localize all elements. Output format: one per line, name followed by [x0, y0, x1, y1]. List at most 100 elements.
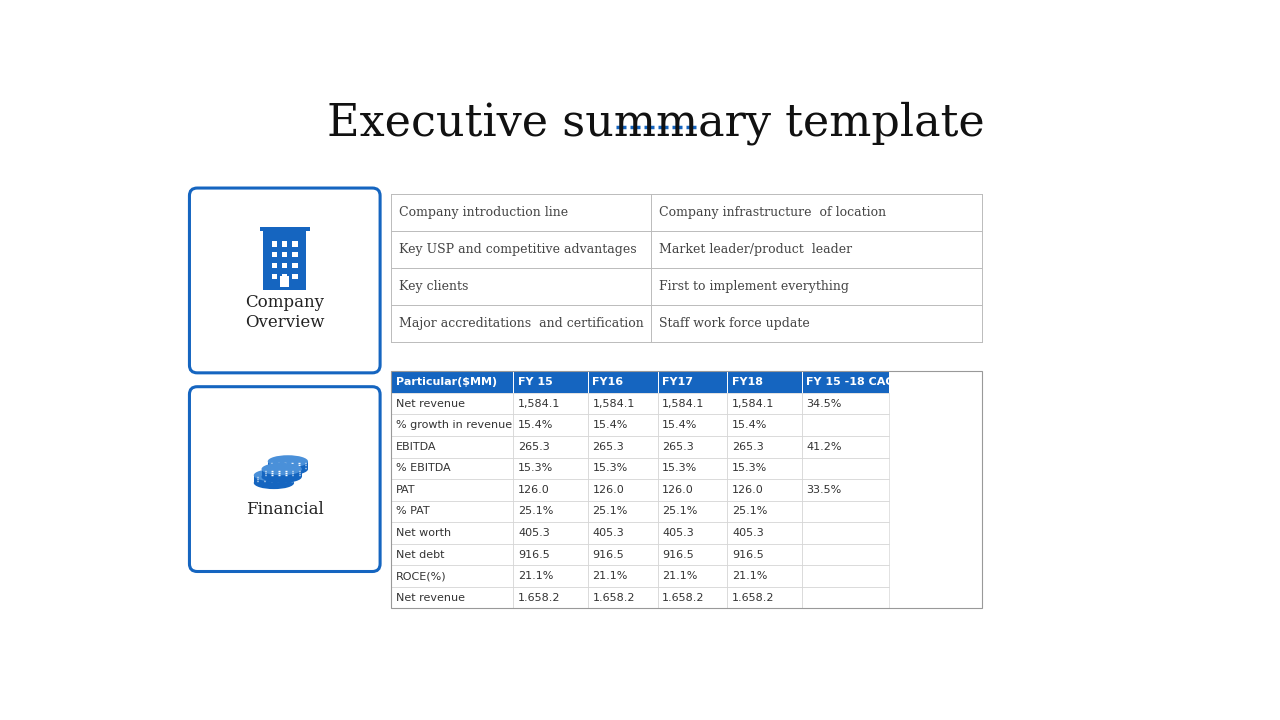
Bar: [801, 544, 888, 565]
Text: 1.658.2: 1.658.2: [593, 593, 635, 603]
Bar: [292, 274, 297, 279]
Text: Net revenue: Net revenue: [396, 399, 465, 409]
Bar: [588, 565, 658, 587]
Bar: [658, 544, 727, 565]
Bar: [390, 565, 513, 587]
Text: FY 15 -18 CAGR: FY 15 -18 CAGR: [806, 377, 904, 387]
Bar: [588, 372, 658, 393]
Text: First to implement everything: First to implement everything: [658, 280, 849, 293]
Bar: [513, 372, 588, 393]
Bar: [390, 587, 513, 608]
Text: 1,584.1: 1,584.1: [732, 399, 774, 409]
Bar: [513, 500, 588, 522]
Bar: [658, 587, 727, 608]
Text: Financial: Financial: [246, 500, 324, 518]
Bar: [264, 231, 306, 287]
Text: EBITDA: EBITDA: [396, 442, 436, 451]
Text: 405.3: 405.3: [662, 528, 694, 538]
Bar: [588, 544, 658, 565]
Bar: [727, 500, 801, 522]
Text: 25.1%: 25.1%: [662, 506, 698, 516]
Bar: [264, 287, 306, 289]
Ellipse shape: [253, 477, 294, 489]
Bar: [801, 500, 888, 522]
Bar: [282, 241, 288, 246]
Text: PAT: PAT: [396, 485, 415, 495]
Bar: [588, 457, 658, 479]
Text: 126.0: 126.0: [732, 485, 764, 495]
Bar: [727, 457, 801, 479]
Ellipse shape: [268, 455, 308, 467]
FancyBboxPatch shape: [189, 188, 380, 373]
Text: 916.5: 916.5: [732, 549, 764, 559]
Text: FY17: FY17: [662, 377, 694, 387]
Bar: [658, 522, 727, 544]
Bar: [260, 228, 310, 231]
Text: FY18: FY18: [732, 377, 763, 387]
Bar: [282, 252, 288, 257]
Text: Company introduction line: Company introduction line: [398, 206, 568, 219]
Text: Net revenue: Net revenue: [396, 593, 465, 603]
Text: 15.3%: 15.3%: [662, 464, 698, 473]
Bar: [801, 393, 888, 415]
Bar: [513, 544, 588, 565]
Bar: [727, 544, 801, 565]
Bar: [513, 565, 588, 587]
Text: 916.5: 916.5: [518, 549, 550, 559]
Bar: [390, 393, 513, 415]
Bar: [658, 457, 727, 479]
Bar: [292, 241, 297, 246]
Text: 1.658.2: 1.658.2: [662, 593, 705, 603]
Bar: [801, 587, 888, 608]
Bar: [271, 274, 278, 279]
Text: 405.3: 405.3: [518, 528, 550, 538]
Bar: [271, 263, 278, 268]
Text: 1,584.1: 1,584.1: [593, 399, 635, 409]
Text: 15.4%: 15.4%: [593, 420, 627, 430]
Bar: [727, 393, 801, 415]
Polygon shape: [253, 475, 294, 483]
Text: 41.2%: 41.2%: [806, 442, 842, 451]
Bar: [513, 587, 588, 608]
Bar: [658, 479, 727, 500]
Text: ROCE(%): ROCE(%): [396, 571, 447, 581]
Bar: [390, 436, 513, 457]
Bar: [658, 500, 727, 522]
Polygon shape: [261, 469, 302, 477]
Bar: [801, 415, 888, 436]
Bar: [390, 544, 513, 565]
Text: 916.5: 916.5: [662, 549, 694, 559]
Text: 265.3: 265.3: [593, 442, 625, 451]
Bar: [280, 276, 289, 287]
Bar: [727, 436, 801, 457]
Bar: [588, 436, 658, 457]
Bar: [282, 263, 288, 268]
Text: Executive summary template: Executive summary template: [328, 102, 984, 145]
Text: 126.0: 126.0: [593, 485, 625, 495]
Bar: [727, 479, 801, 500]
Text: Key clients: Key clients: [398, 280, 468, 293]
Bar: [588, 393, 658, 415]
Text: 1.658.2: 1.658.2: [732, 593, 774, 603]
Text: Staff work force update: Staff work force update: [658, 317, 809, 330]
Text: 265.3: 265.3: [518, 442, 550, 451]
Bar: [282, 274, 288, 279]
Ellipse shape: [261, 471, 302, 483]
Bar: [390, 372, 982, 608]
Bar: [513, 479, 588, 500]
Bar: [588, 587, 658, 608]
Text: Company infrastructure  of location: Company infrastructure of location: [658, 206, 886, 219]
Text: Net debt: Net debt: [396, 549, 444, 559]
Text: Net worth: Net worth: [396, 528, 451, 538]
Text: 405.3: 405.3: [593, 528, 625, 538]
Bar: [588, 415, 658, 436]
Bar: [801, 565, 888, 587]
Ellipse shape: [261, 463, 302, 475]
Bar: [390, 479, 513, 500]
Text: % EBITDA: % EBITDA: [396, 464, 451, 473]
Bar: [801, 479, 888, 500]
Bar: [513, 457, 588, 479]
Text: 1.658.2: 1.658.2: [518, 593, 561, 603]
Text: 916.5: 916.5: [593, 549, 625, 559]
Bar: [658, 393, 727, 415]
